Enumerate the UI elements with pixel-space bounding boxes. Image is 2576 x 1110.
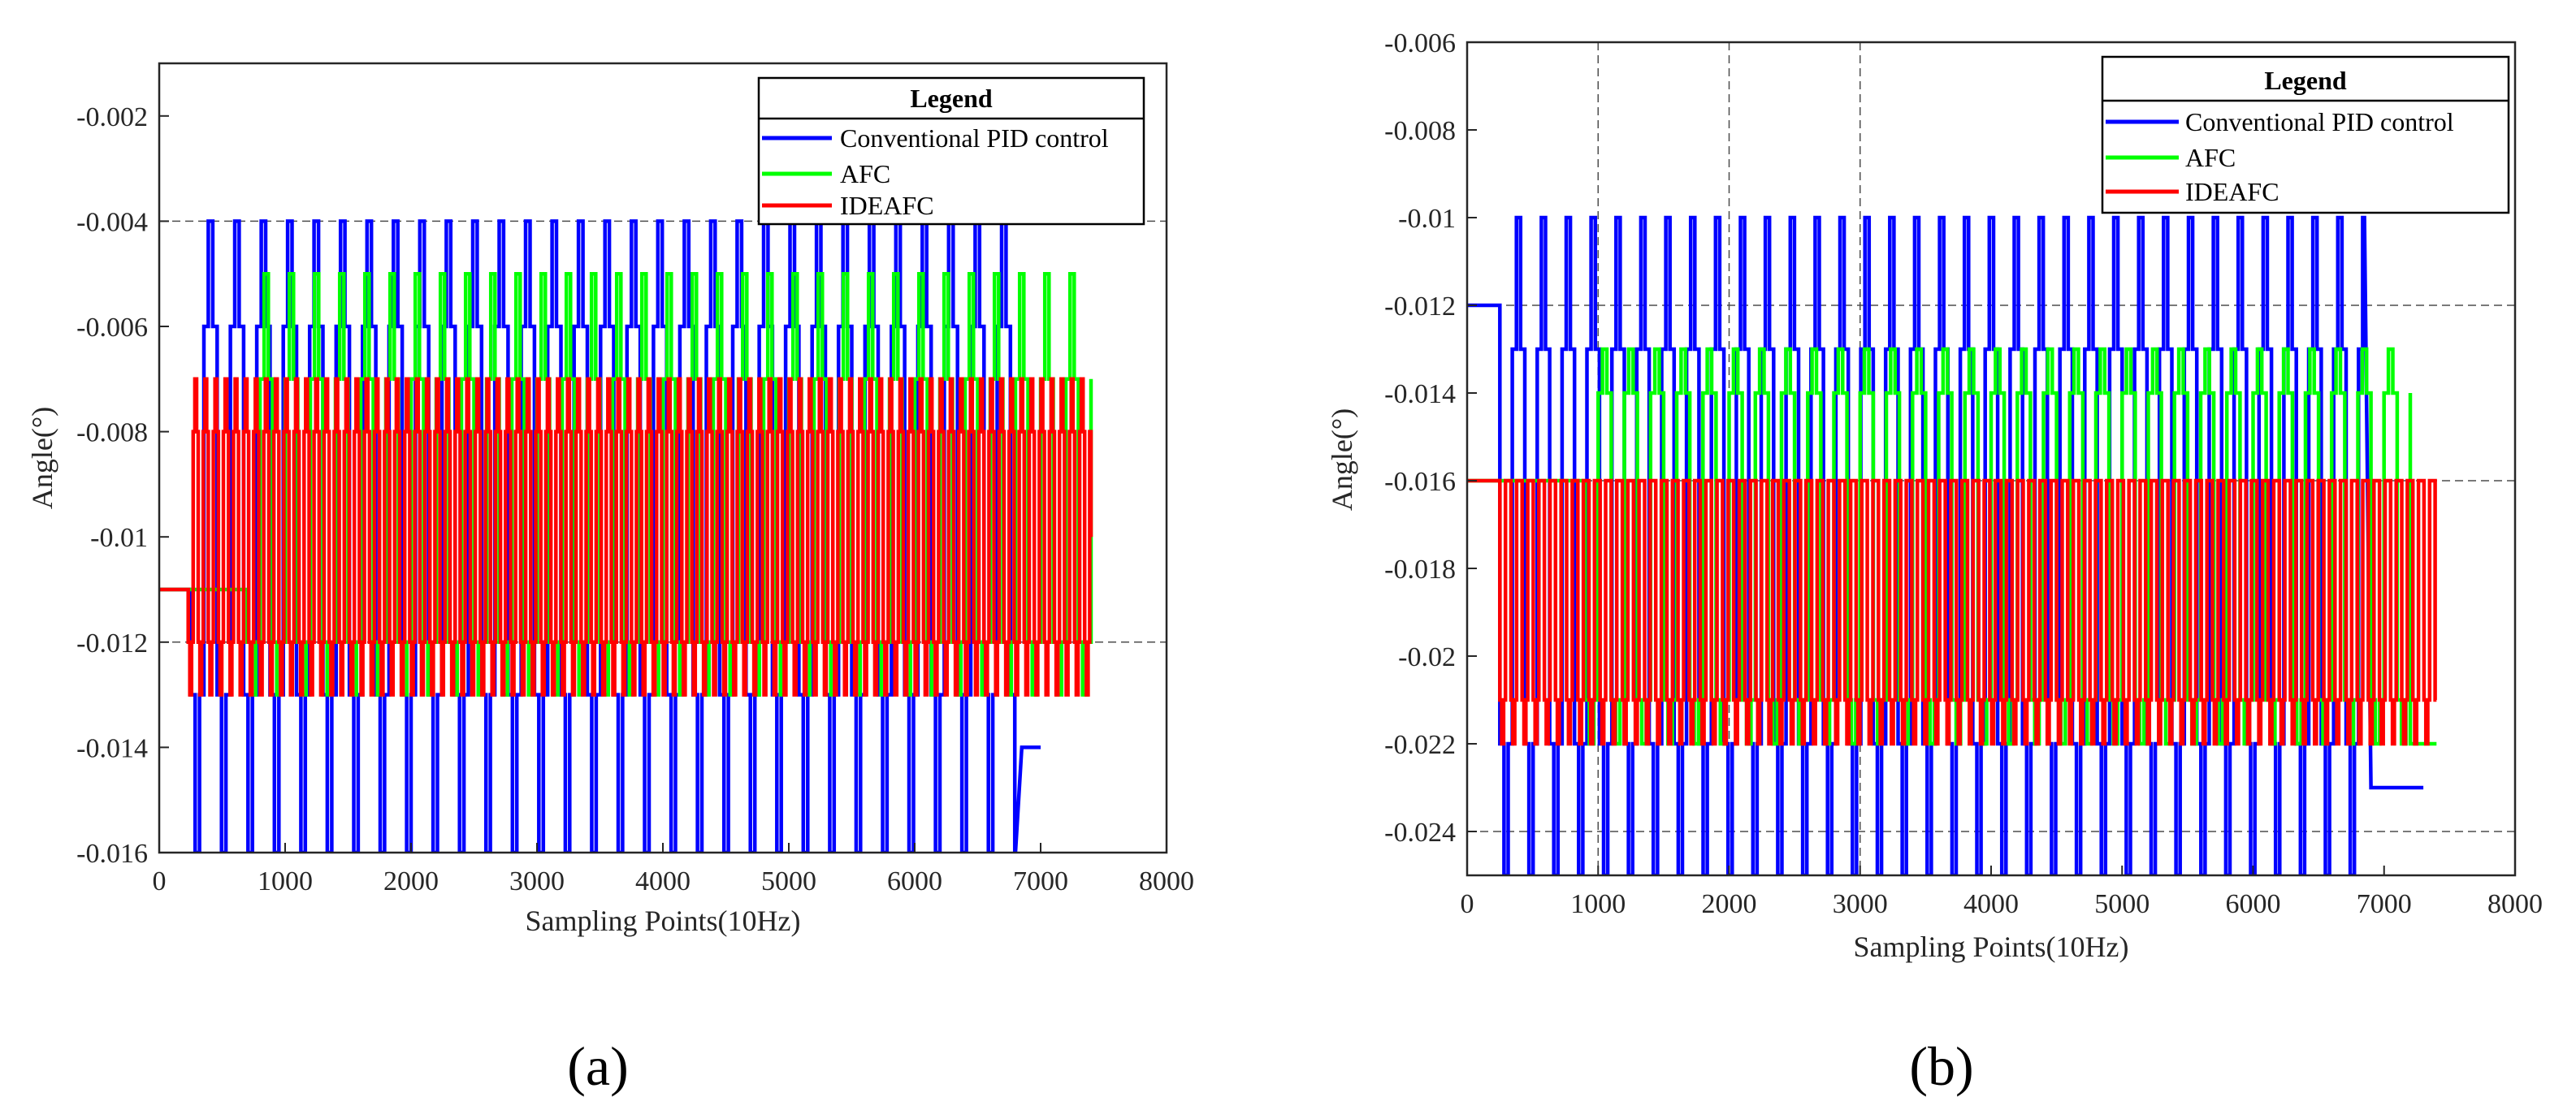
chart-panel-b: 0 1000 2000 3000 4000 5000 6000 7000 8000 -0.006… <box>1326 28 2543 1097</box>
y-tick-label: -0.022 <box>1384 730 1456 760</box>
x-tick-label: 7000 <box>2357 889 2412 919</box>
panel-label-a: (a) <box>567 1035 628 1097</box>
x-tick-label: 2000 <box>1702 889 1757 919</box>
series-line-ideafc <box>1467 478 2437 746</box>
y-tick-label: -0.01 <box>1398 204 1456 234</box>
y-tick-label: -0.024 <box>1384 818 1456 848</box>
x-ticks-b: 0 1000 2000 3000 4000 5000 6000 7000 8000 <box>1461 866 2543 919</box>
legend-title-b: Legend <box>2264 66 2347 95</box>
series-group-a <box>159 219 1093 853</box>
x-axis-title-b: Sampling Points(10Hz) <box>1854 931 2129 963</box>
y-tick-label: -0.018 <box>1384 555 1456 585</box>
legend-title-a: Legend <box>910 84 993 113</box>
x-tick-label: 1000 <box>258 866 313 896</box>
x-tick-label: 4000 <box>1963 889 2019 919</box>
series-line-afc <box>1467 347 2437 746</box>
y-axis-title-b: Angle(°) <box>1326 408 1358 511</box>
legend-entry-pid-b: Conventional PID control <box>2185 107 2454 136</box>
y-tick-label: -0.016 <box>1384 467 1456 497</box>
y-tick-label: -0.014 <box>1384 379 1456 409</box>
legend-entry-ideafc-a: IDEAFC <box>840 191 934 220</box>
x-tick-label: 8000 <box>1139 866 1194 896</box>
x-tick-label: 8000 <box>2487 889 2543 919</box>
y-tick-label: -0.006 <box>76 313 148 343</box>
chart-panel-a: 0 1000 2000 3000 4000 5000 6000 7000 8000 -0.002… <box>26 62 1194 1097</box>
y-tick-label: -0.02 <box>1398 642 1456 672</box>
x-tick-label: 6000 <box>887 866 942 896</box>
y-tick-label: -0.014 <box>76 733 148 763</box>
x-tick-label: 2000 <box>383 866 439 896</box>
legend-a: Legend Conventional PID control AFC IDEA… <box>757 76 1145 226</box>
legend-entry-afc-b: AFC <box>2185 143 2236 172</box>
legend-entry-afc-a: AFC <box>840 159 890 188</box>
panel-label-b: (b) <box>1909 1035 1973 1097</box>
y-tick-label: -0.01 <box>90 523 148 553</box>
x-tick-label: 3000 <box>509 866 565 896</box>
y-ticks-b: -0.006 -0.008 -0.01 -0.012 -0.014 -0.016 -0.01… <box>1384 28 1477 848</box>
legend-b: Legend Conventional PID control AFC IDEA… <box>2101 55 2510 214</box>
x-ticks-a: 0 1000 2000 3000 4000 5000 6000 7000 8000 <box>153 843 1194 896</box>
y-tick-label: -0.016 <box>76 839 148 869</box>
y-ticks-a: -0.002 -0.004 -0.006 -0.008 -0.01 -0.012 -0.01… <box>76 102 169 869</box>
x-tick-label: 0 <box>1461 889 1474 919</box>
y-tick-label: -0.012 <box>1384 292 1456 322</box>
x-axis-title-a: Sampling Points(10Hz) <box>526 905 801 937</box>
y-axis-title-a: Angle(°) <box>26 407 58 509</box>
y-tick-label: -0.012 <box>76 628 148 659</box>
x-tick-label: 6000 <box>2226 889 2281 919</box>
x-tick-label: 5000 <box>761 866 816 896</box>
x-tick-label: 4000 <box>635 866 691 896</box>
y-tick-label: -0.008 <box>76 418 148 448</box>
series-line-ideafc <box>159 377 1093 697</box>
y-tick-label: -0.006 <box>1384 28 1456 58</box>
legend-entry-pid-a: Conventional PID control <box>840 123 1109 153</box>
x-tick-label: 7000 <box>1013 866 1068 896</box>
x-tick-label: 3000 <box>1833 889 1888 919</box>
legend-entry-ideafc-b: IDEAFC <box>2185 177 2279 206</box>
x-tick-label: 0 <box>153 866 167 896</box>
x-tick-label: 1000 <box>1570 889 1626 919</box>
series-group-b <box>1467 215 2437 875</box>
legend-box-b <box>2101 55 2510 214</box>
y-tick-label: -0.008 <box>1384 116 1456 146</box>
y-tick-label: -0.002 <box>76 102 148 132</box>
legend-box-a <box>757 76 1145 226</box>
x-tick-label: 5000 <box>2094 889 2150 919</box>
series-line-pid <box>159 219 1041 853</box>
y-tick-label: -0.004 <box>76 207 148 237</box>
